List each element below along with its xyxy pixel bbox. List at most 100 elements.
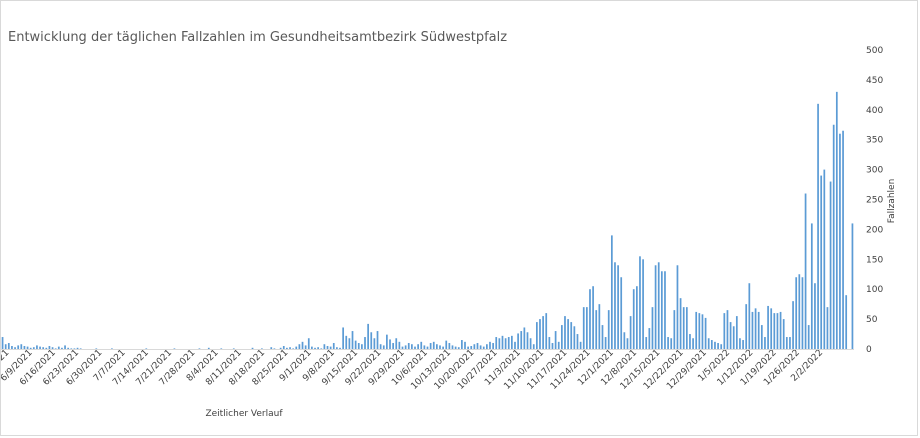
bar <box>645 337 648 349</box>
bar <box>292 348 295 349</box>
bar <box>11 346 13 349</box>
bar <box>598 304 601 349</box>
bar <box>726 310 729 349</box>
bar <box>673 310 676 349</box>
bar <box>789 337 791 349</box>
bar <box>567 319 569 349</box>
bar <box>386 334 388 349</box>
bar <box>464 341 466 349</box>
bar <box>76 347 79 349</box>
bar <box>7 343 10 349</box>
bar <box>36 345 38 349</box>
bar <box>317 347 319 349</box>
bar <box>445 340 448 349</box>
bar <box>301 341 304 349</box>
bar <box>632 289 635 349</box>
bar <box>454 346 457 349</box>
bar <box>545 313 548 349</box>
bar <box>392 343 394 349</box>
bar <box>64 345 66 349</box>
bar <box>314 347 316 349</box>
bar <box>145 348 148 349</box>
bar <box>748 283 751 349</box>
bar <box>582 307 585 349</box>
bar <box>29 347 32 349</box>
bar <box>751 311 754 349</box>
bar <box>232 348 235 349</box>
bar <box>773 313 776 349</box>
bar <box>304 345 307 349</box>
bar <box>573 326 576 349</box>
y-tick-label: 450 <box>866 76 883 86</box>
bar <box>261 348 263 349</box>
bar <box>776 313 779 349</box>
bar <box>532 344 535 349</box>
bar <box>373 338 376 349</box>
bar <box>676 265 679 349</box>
bar <box>457 347 460 349</box>
bar <box>342 327 344 349</box>
bar <box>710 340 713 349</box>
bar <box>551 343 554 349</box>
bar <box>720 344 723 349</box>
bar <box>829 181 832 349</box>
bar <box>529 338 532 349</box>
bar <box>782 319 785 349</box>
bar <box>754 308 757 349</box>
bar <box>111 348 113 349</box>
bar <box>526 332 529 349</box>
bar <box>851 223 854 349</box>
bar <box>651 307 654 349</box>
bar <box>339 347 341 349</box>
y-tick-label: 0 <box>866 345 872 355</box>
bar <box>289 347 291 349</box>
bar <box>173 348 176 349</box>
bar <box>701 314 704 349</box>
bar <box>745 304 748 349</box>
bar <box>448 343 451 349</box>
bar <box>679 298 682 349</box>
bar <box>45 347 48 349</box>
bar <box>323 344 326 349</box>
bar <box>639 256 641 349</box>
bar <box>14 347 16 349</box>
bar <box>798 274 801 349</box>
bar <box>329 346 332 349</box>
bar <box>351 331 354 349</box>
bar <box>536 322 538 349</box>
bar <box>295 346 298 349</box>
bar <box>807 325 810 349</box>
bar <box>67 347 70 349</box>
bar <box>273 348 276 349</box>
bar <box>842 130 844 349</box>
bar <box>348 338 351 349</box>
bar <box>470 346 473 349</box>
bar <box>548 337 551 349</box>
bar <box>664 271 666 349</box>
bar <box>779 311 782 349</box>
bar <box>395 338 398 349</box>
bar <box>657 262 660 349</box>
bar <box>732 326 735 349</box>
bar <box>467 346 469 349</box>
bar <box>361 344 363 349</box>
bar <box>482 346 485 349</box>
bar <box>667 337 669 349</box>
bar <box>764 337 766 349</box>
y-tick-label: 50 <box>866 315 878 325</box>
bar <box>839 133 841 349</box>
bar <box>770 308 773 349</box>
bar <box>32 347 35 349</box>
bar <box>511 335 513 349</box>
bar <box>17 345 20 349</box>
bar <box>436 344 438 349</box>
bar <box>4 344 7 349</box>
y-tick-label: 300 <box>866 166 883 176</box>
bar <box>507 337 510 349</box>
y-tick-label: 150 <box>866 255 883 265</box>
bar <box>442 346 444 349</box>
bar <box>432 341 435 349</box>
bar <box>20 344 23 349</box>
bar <box>54 348 57 349</box>
bar <box>804 193 807 349</box>
